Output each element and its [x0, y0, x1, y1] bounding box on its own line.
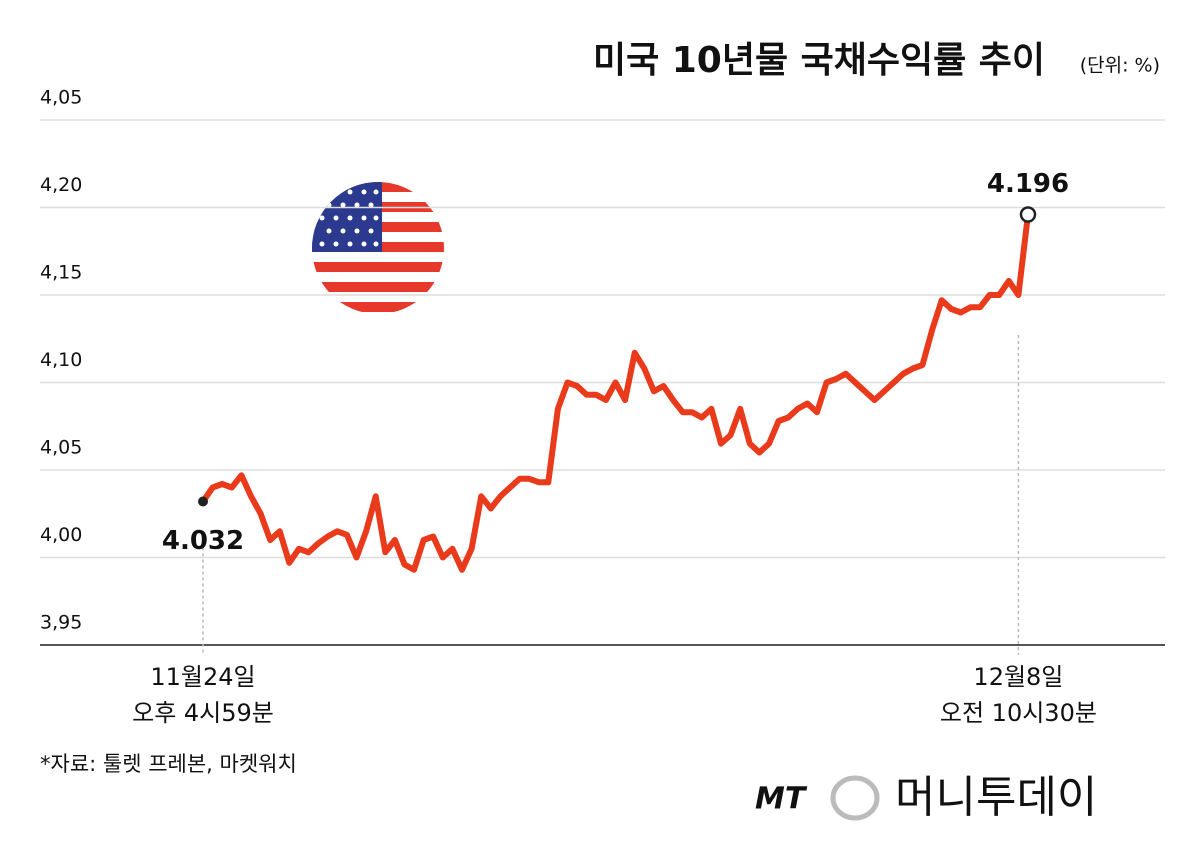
- source-note: *자료: 툴렛 프레본, 마켓워치: [40, 752, 297, 776]
- watermark-logo: MT: [755, 782, 808, 817]
- chart-title: 미국 10년물 국채수익률 추이: [593, 40, 1045, 81]
- watermark-brand: 머니투데이: [895, 772, 1097, 823]
- y-tick-label: 4,05: [40, 87, 82, 109]
- y-tick-label: 4,10: [40, 349, 82, 371]
- unit-note: (단위: %): [1080, 55, 1160, 77]
- watermark-icon: [830, 775, 880, 821]
- x-tick-label: 오전 10시30분: [940, 699, 1097, 727]
- x-tick-label: 12월8일: [973, 663, 1063, 691]
- us-flag: [312, 182, 444, 314]
- y-tick-label: 4,20: [40, 174, 82, 196]
- data-line: [200, 214, 1031, 573]
- x-tick-label: 11월24일: [150, 663, 255, 691]
- end-marker: [1019, 206, 1037, 223]
- y-tick-label: 3,95: [40, 612, 82, 634]
- y-tick-label: 4,00: [40, 524, 82, 546]
- y-tick-label: 4,15: [40, 262, 82, 284]
- x-tick-label: 오후 4시59분: [132, 699, 274, 727]
- data-label: 4.032: [162, 526, 244, 556]
- data-label: 4.196: [987, 169, 1069, 199]
- start-marker: [198, 496, 208, 507]
- y-tick-label: 4,05: [40, 437, 82, 459]
